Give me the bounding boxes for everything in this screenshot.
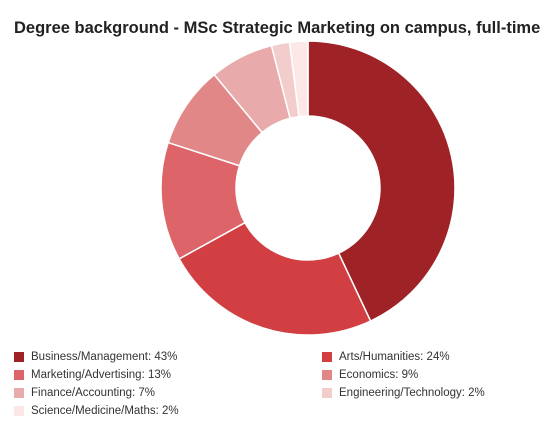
slice-business-management[interactable] <box>307 40 456 323</box>
slice-science-medicine-maths[interactable] <box>288 40 309 118</box>
chart-title: Degree background - MSc Strategic Market… <box>14 19 541 37</box>
slice-arts-humanities[interactable] <box>178 221 372 336</box>
